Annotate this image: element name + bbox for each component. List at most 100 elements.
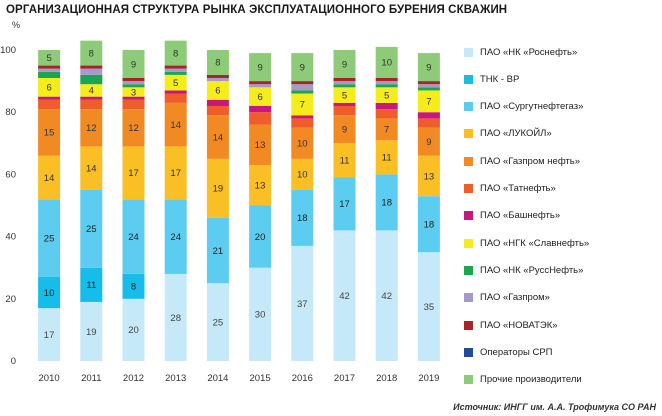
bar-segment [291,93,314,116]
legend-label: Прочие производители [480,374,582,386]
data-label: 35 [424,302,435,313]
bar-segment [164,68,187,72]
legend-label: ПАО «Башнефть» [480,210,561,222]
data-label: 17 [339,199,350,210]
bar-segment [122,77,145,82]
data-label: 6 [215,86,220,97]
data-label: 9 [426,62,431,73]
bar-segment [375,77,398,82]
source-note: Источник: ИНГГ им. А.А. Трофимука СО РАН [453,402,656,412]
legend-item: Прочие производители [464,372,582,388]
data-label: 9 [131,59,136,70]
data-label: 17 [44,330,55,341]
data-label: 14 [170,120,181,131]
data-label: 13 [255,140,266,151]
legend-swatch [464,211,473,221]
data-label: 10 [297,170,308,181]
bar-segment [291,127,314,159]
data-label: 11 [340,156,350,167]
bar-segment [333,105,356,116]
legend-swatch [464,320,473,330]
bar-segment [164,74,187,91]
y-tick-label: 20 [5,294,16,305]
bar-segment [375,174,398,231]
legend-label: ПАО «ЛУКОЙЛ» [480,128,552,140]
data-label: 6 [46,83,51,94]
legend-label: Операторы СРП [480,346,553,358]
bar-segment [164,146,187,200]
bar-segment [80,99,103,110]
bar-segment [375,46,398,78]
bar-segment [80,109,103,147]
bar-segment [249,105,272,113]
data-label: 17 [128,168,139,179]
legend-swatch [464,74,473,84]
legend-item: ПАО «Татнефть» [464,181,556,197]
legend-label: ПАО «НОВАТЭК» [480,319,558,331]
bar-segment [291,53,314,82]
bar-segment [206,115,229,159]
bar-segment [375,109,398,119]
bar-segment [38,50,61,66]
legend-swatch [464,102,473,112]
bar-segment [333,143,356,178]
bar-segment [80,96,103,100]
bar-segment [206,50,229,75]
data-label: 21 [213,246,224,257]
data-label: 8 [173,48,178,59]
legend-item: ПАО «НК «РуссНефть» [464,262,583,278]
bar-segment [333,177,356,231]
bar-segment [375,87,398,103]
bar-segment [206,81,229,100]
y-axis-unit: % [12,20,20,30]
bar-segment [291,84,314,91]
bar-segment [38,96,61,100]
bar-segment [417,84,440,88]
legend-swatch [464,184,473,193]
data-label: 10 [381,58,392,69]
legend-swatch [464,265,473,275]
bar-segment [122,84,145,88]
data-label: 14 [44,173,55,184]
bar-segment [80,267,103,302]
data-label: 42 [381,291,392,302]
bar-segment [375,81,398,85]
bar-segment [206,99,229,106]
bar-segment [38,77,61,97]
legend-item: ТНК - BP [464,71,519,87]
data-label: 30 [255,310,266,321]
data-label: 12 [86,123,97,134]
legend-label: ПАО «Сургутнефтегаз» [480,101,584,113]
bar-segment [291,189,314,246]
bar-segment [249,124,272,166]
bar-segment [206,283,229,361]
bar-segment [291,115,314,119]
x-tick-label: 2017 [334,373,355,384]
x-tick-label: 2018 [376,373,397,384]
legend-label: ПАО «Газпром» [480,292,550,304]
bar-segment [333,77,356,82]
y-tick-label: 0 [11,356,16,367]
bar-segment [417,118,440,128]
bar-segment [333,115,356,144]
bar-segment [122,96,145,100]
bar-segment [164,199,187,274]
legend-label: ТНК - BP [480,73,520,85]
bar-segment [375,230,398,361]
data-label: 9 [300,62,305,73]
legend-item: ПАО «Газпром» [464,290,550,306]
data-label: 9 [342,59,347,70]
bar-segment [38,155,61,200]
data-label: 19 [86,327,97,338]
bar-segment [333,230,356,361]
legend-item: ПАО «Сургутнефтегаз» [464,99,583,115]
bar-segment [206,77,229,82]
legend-item: ПАО «НГК «Славнефть» [464,235,589,251]
bar-segment [333,81,356,85]
data-label: 4 [89,86,94,97]
x-tick-label: 2019 [418,373,439,384]
data-label: 25 [44,233,55,244]
bar-segment [164,93,187,103]
bar-segment [206,74,229,78]
data-label: 3 [131,87,136,98]
